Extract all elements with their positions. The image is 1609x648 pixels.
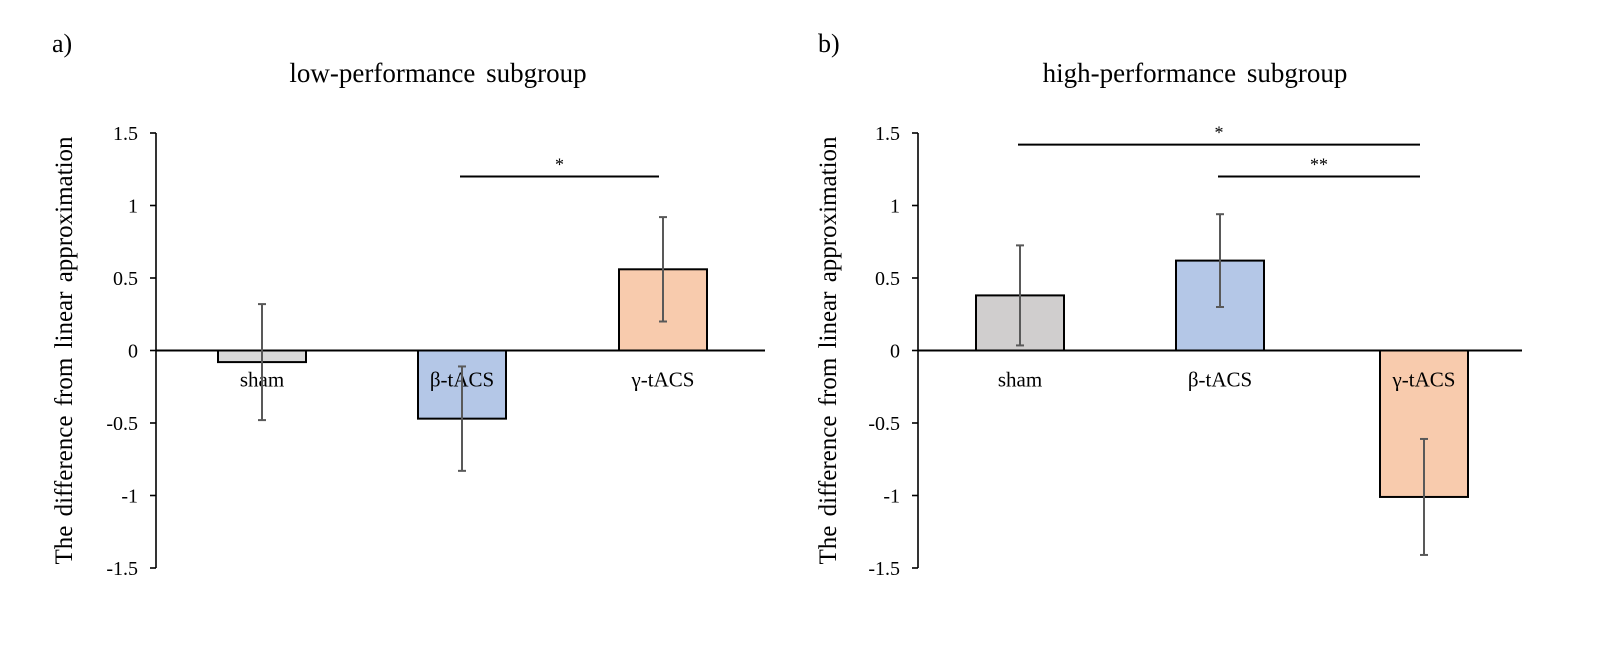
y-tick-label: 0	[890, 341, 900, 363]
y-tick-label: -1	[883, 486, 900, 508]
chart-title: high-performance subgroup	[1043, 58, 1348, 88]
chart-title: low-performance subgroup	[289, 58, 586, 88]
y-tick-label: 0.5	[113, 268, 138, 290]
chart-panel-a: a) low-performance subgroup The difference…	[51, 29, 765, 580]
y-axis-label: The difference from linear approximation	[51, 136, 78, 565]
chart-panel-b: b) high-performance subgroup The differenc…	[815, 29, 1522, 580]
y-tick-label: -1	[121, 486, 138, 508]
category-label: β-tACS	[1188, 368, 1252, 392]
panel-label: a)	[52, 29, 72, 58]
category-label: γ-tACS	[1392, 368, 1456, 392]
y-tick-label: -1.5	[106, 558, 138, 580]
y-tick-label: 1	[128, 196, 138, 218]
y-tick-label: 1.5	[875, 123, 900, 145]
y-tick-label: 1.5	[113, 123, 138, 145]
y-tick-label: 1	[890, 196, 900, 218]
y-tick-label: 0	[128, 341, 138, 363]
y-tick-label: -0.5	[868, 413, 900, 435]
significance-marker: *	[1215, 123, 1224, 143]
panel-label: b)	[818, 29, 840, 58]
significance-marker: **	[1310, 155, 1328, 175]
y-tick-label: 0.5	[875, 268, 900, 290]
y-tick-label: -0.5	[106, 413, 138, 435]
y-tick-label: -1.5	[868, 558, 900, 580]
significance-marker: *	[555, 155, 564, 175]
y-axis-label: The difference from linear approximation	[815, 136, 842, 565]
category-label: sham	[998, 368, 1042, 392]
category-label: γ-tACS	[631, 368, 695, 392]
